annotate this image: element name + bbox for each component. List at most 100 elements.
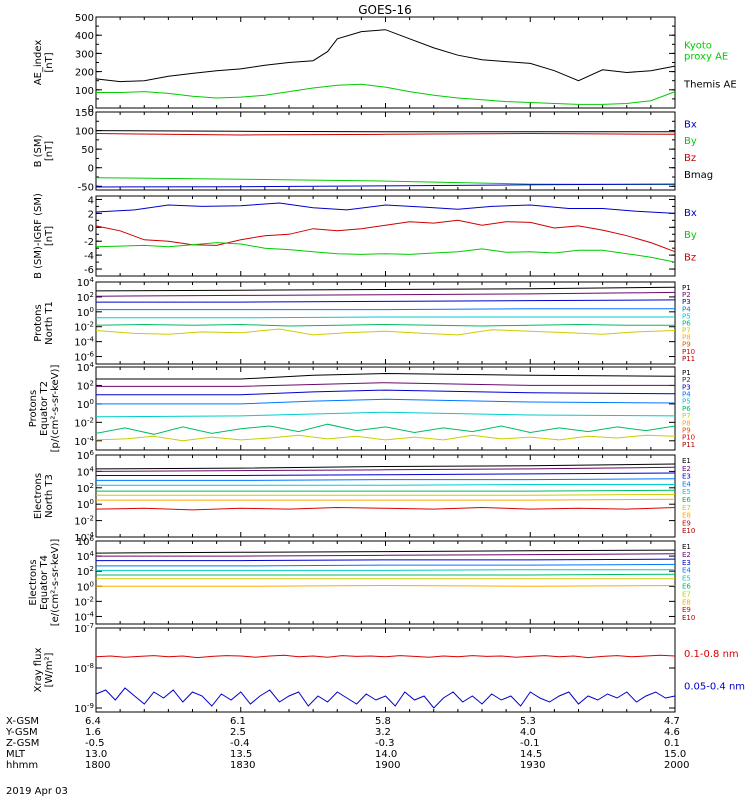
footer-row-label: MLT <box>6 749 25 760</box>
series-line-p4 <box>96 308 675 311</box>
series-line-e5 <box>96 569 675 571</box>
series-line-bz <box>95 132 676 136</box>
series-line-p7 <box>95 434 676 442</box>
y-tick-label: 0 <box>88 104 94 115</box>
footer-row: Z-GSM -0.5 -0.4 -0.3 -0.1 0.1 <box>6 738 696 749</box>
legend-entry: E1 <box>682 457 691 465</box>
legend-entry: P6 <box>682 319 691 327</box>
series-line-e3 <box>96 558 676 562</box>
y-tick-label: 106 <box>77 449 95 462</box>
footer-value: 14.5 <box>520 749 543 760</box>
y-tick-label: 2 <box>88 209 94 220</box>
legend-entry: E2 <box>682 551 691 559</box>
series-line-e6 <box>96 573 676 576</box>
y-axis-label: Xray flux <box>33 648 44 693</box>
legend-entry: Bmag <box>684 170 713 181</box>
series-line-bx <box>95 202 676 214</box>
series-line-p5 <box>96 316 675 319</box>
series-line-e2 <box>96 553 676 557</box>
y-tick-label: -4 <box>84 251 94 262</box>
y-tick-label: 102 <box>77 291 94 304</box>
footer-row: Y-GSM 1.6 2.5 3.2 4.0 4.6 <box>6 727 696 738</box>
legend-entry: E5 <box>682 488 691 496</box>
series-line-p2 <box>96 382 675 387</box>
legend-entry: P2 <box>682 376 691 384</box>
legend-entry: P3 <box>682 383 691 391</box>
legend-entry: P5 <box>682 312 691 320</box>
y-tick-label: 10-2 <box>74 416 94 429</box>
legend-entry: E9 <box>682 606 691 614</box>
legend-entry: proxy AE <box>684 52 728 63</box>
legend-entry: P11 <box>682 355 695 363</box>
y-axis-label: B (SM) <box>33 134 44 167</box>
y-tick-label: 104 <box>77 550 95 563</box>
legend-entry: E3 <box>682 559 691 567</box>
series-line-themis-ae <box>95 29 676 83</box>
footer-value: 2.5 <box>230 727 246 738</box>
footer-value: 5.3 <box>520 716 536 727</box>
y-tick-label: 100 <box>77 398 94 411</box>
footer-value: 5.8 <box>375 716 391 727</box>
legend-entry: P8 <box>682 334 691 342</box>
y-tick-label: 10-2 <box>74 321 94 334</box>
y-axis-label: Electrons <box>28 559 39 605</box>
y-tick-label: 104 <box>77 361 95 374</box>
y-axis-label: [W/m²] <box>44 652 55 687</box>
footer-value: 1830 <box>230 760 256 771</box>
date-label: 2019 Apr 03 <box>6 786 68 797</box>
series-line-e8 <box>96 498 676 501</box>
y-tick-label: 50 <box>81 145 94 156</box>
y-tick-label: 100 <box>77 498 94 511</box>
legend-entry: E3 <box>682 473 691 481</box>
legend-entry: P4 <box>682 391 691 399</box>
series-line-e9 <box>95 506 676 511</box>
series-line-by <box>95 177 676 185</box>
legend-entry: P10 <box>682 348 695 356</box>
footer-row: hhmm 1800 1830 1900 1930 2000 <box>6 760 696 771</box>
y-tick-label: 300 <box>75 49 94 60</box>
legend-entry: P9 <box>682 341 691 349</box>
y-tick-label: 10-4 <box>74 435 94 448</box>
series-line-e1 <box>95 463 676 470</box>
footer-value: 15.0 <box>664 749 687 760</box>
legend-entry: E8 <box>682 598 691 606</box>
y-axis-label: AE_index <box>33 40 44 86</box>
legend-entry: P1 <box>682 284 691 292</box>
footer-value: 1.6 <box>85 727 101 738</box>
series-line-p6 <box>95 323 675 327</box>
legend-entry: E8 <box>682 512 691 520</box>
series-line-e8 <box>96 584 676 587</box>
series-line-bx <box>95 183 676 188</box>
footer-value: 2000 <box>664 760 690 771</box>
footer-value: 1900 <box>375 760 401 771</box>
legend-entry: P10 <box>682 434 695 442</box>
figure-title: GOES-16 <box>358 3 412 17</box>
legend-entry: P7 <box>682 412 691 420</box>
legend-entry: P4 <box>682 305 691 313</box>
y-tick-label: 400 <box>75 31 94 42</box>
panel-frame <box>95 627 676 713</box>
footer-value: -0.1 <box>520 738 540 749</box>
series-line-p5 <box>95 411 676 418</box>
series-line-p2 <box>95 291 676 297</box>
y-axis-label: Protons <box>28 390 39 427</box>
legend-entry: Bx <box>684 208 697 219</box>
y-tick-label: 100 <box>77 580 94 593</box>
legend-entry: P5 <box>682 398 691 406</box>
y-tick-label: 102 <box>77 379 94 392</box>
y-axis-label: B (SM)-IGRF (SM) <box>33 193 44 279</box>
footer-value: 4.0 <box>520 727 536 738</box>
legend-entry: P8 <box>682 419 691 427</box>
legend-entry: E7 <box>682 590 691 598</box>
legend-entry: E4 <box>682 567 691 575</box>
legend-entry: P1 <box>682 369 691 377</box>
y-axis-label: [nT] <box>44 141 55 161</box>
legend-entry: E1 <box>682 543 691 551</box>
legend-entry: E6 <box>682 496 691 504</box>
footer-value: -0.3 <box>375 738 395 749</box>
footer-row-label: Z-GSM <box>6 738 40 749</box>
y-tick-label: 10-2 <box>74 595 94 608</box>
legend-entry: Themis AE <box>683 80 737 91</box>
